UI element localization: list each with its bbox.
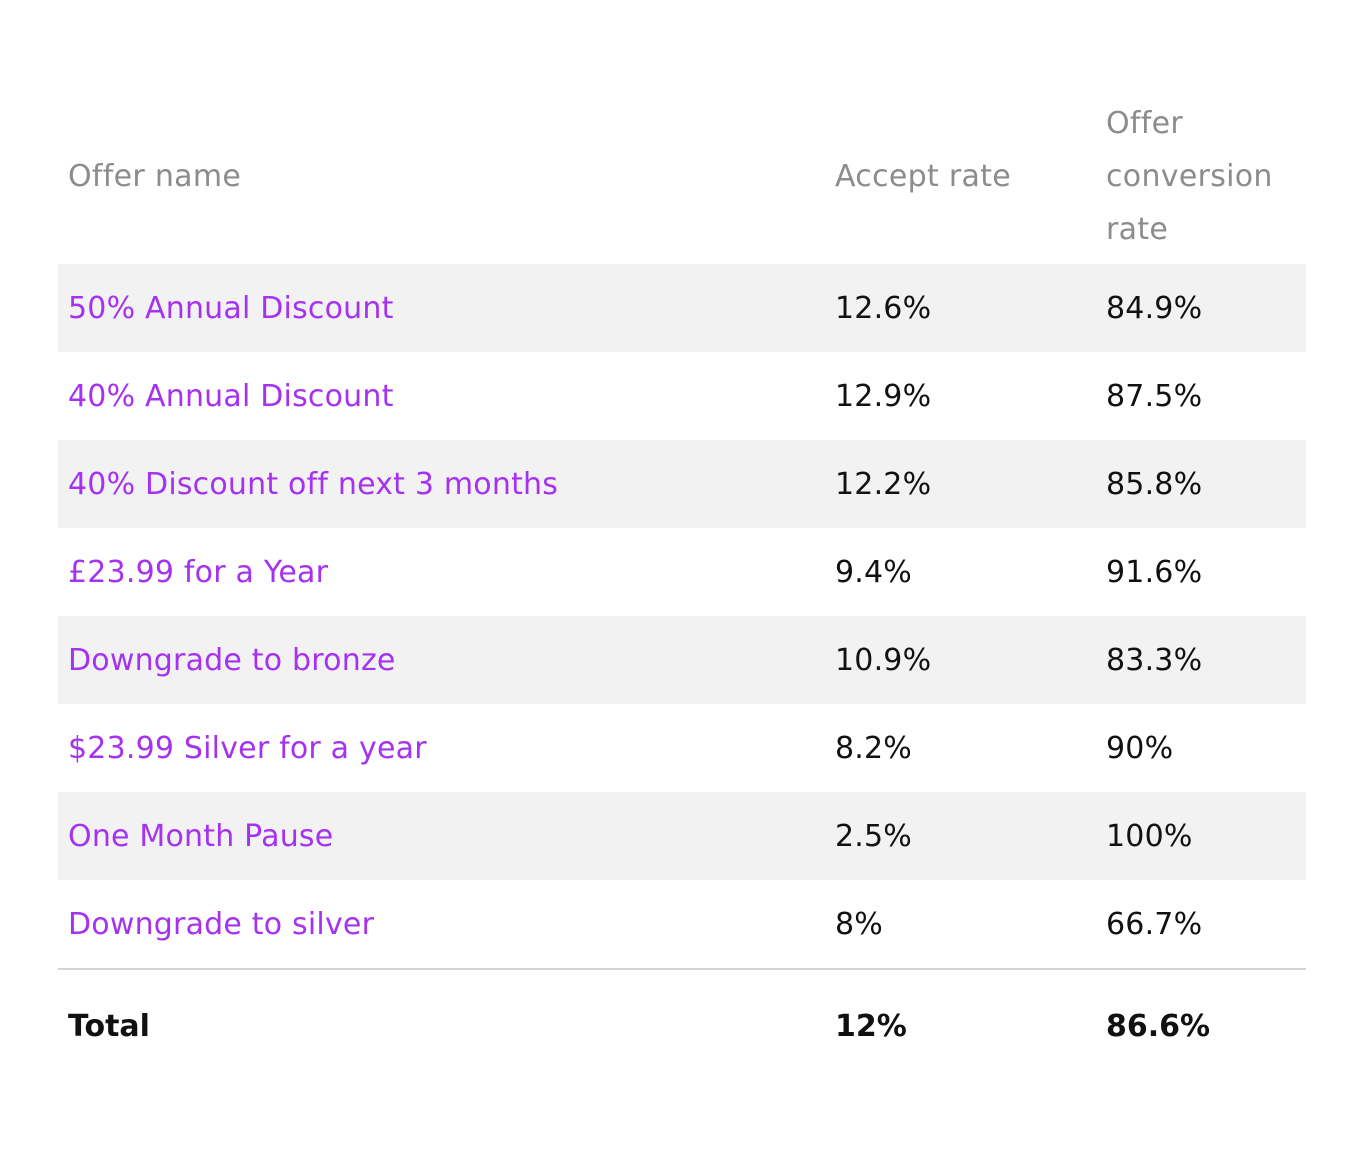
accept-rate-value: 8%: [835, 906, 883, 942]
offer-link[interactable]: $23.99 Silver for a year: [68, 730, 427, 766]
offer-link[interactable]: Downgrade to bronze: [68, 642, 396, 678]
offer-link[interactable]: 50% Annual Discount: [68, 290, 394, 326]
table-row: 40% Annual Discount 12.9% 87.5%: [58, 352, 1306, 440]
total-label: Total: [68, 1008, 150, 1044]
conversion-rate-value: 100%: [1106, 818, 1193, 854]
accept-rate-value: 12.9%: [835, 378, 932, 414]
conversion-rate-value: 91.6%: [1106, 554, 1203, 590]
header-offer-name: Offer name: [68, 158, 242, 194]
offer-link[interactable]: 40% Discount off next 3 months: [68, 466, 559, 502]
conversion-rate-value: 83.3%: [1106, 642, 1203, 678]
table-row: $23.99 Silver for a year 8.2% 90%: [58, 704, 1306, 792]
header-conversion-line: Offer: [1106, 105, 1184, 141]
table-row: Downgrade to silver 8% 66.7%: [58, 880, 1306, 968]
header-conversion-line: conversion: [1106, 158, 1273, 194]
offer-link[interactable]: £23.99 for a Year: [68, 554, 329, 590]
total-conversion-rate: 86.6%: [1106, 1008, 1211, 1044]
header-conversion-line: rate: [1106, 211, 1169, 247]
offer-link[interactable]: Downgrade to silver: [68, 906, 375, 942]
offer-link[interactable]: One Month Pause: [68, 818, 334, 854]
conversion-rate-value: 90%: [1106, 730, 1174, 766]
total-row: Total 12% 86.6%: [58, 970, 1306, 1082]
header-offer-conversion-rate: Offer conversion rate: [1096, 97, 1306, 256]
table-row: 40% Discount off next 3 months 12.2% 85.…: [58, 440, 1306, 528]
accept-rate-value: 2.5%: [835, 818, 913, 854]
accept-rate-value: 9.4%: [835, 554, 913, 590]
accept-rate-value: 12.2%: [835, 466, 932, 502]
offer-link[interactable]: 40% Annual Discount: [68, 378, 394, 414]
offers-table: Offer name Accept rate Offer conversion …: [58, 88, 1306, 1082]
table-row: Downgrade to bronze 10.9% 83.3%: [58, 616, 1306, 704]
table-header: Offer name Accept rate Offer conversion …: [58, 88, 1306, 264]
table-row: 50% Annual Discount 12.6% 84.9%: [58, 264, 1306, 352]
conversion-rate-value: 87.5%: [1106, 378, 1203, 414]
header-accept-rate: Accept rate: [835, 158, 1012, 194]
conversion-rate-value: 85.8%: [1106, 466, 1203, 502]
conversion-rate-value: 84.9%: [1106, 290, 1203, 326]
accept-rate-value: 10.9%: [835, 642, 932, 678]
total-divider: [58, 968, 1306, 970]
accept-rate-value: 12.6%: [835, 290, 932, 326]
table-row: One Month Pause 2.5% 100%: [58, 792, 1306, 880]
table-row: £23.99 for a Year 9.4% 91.6%: [58, 528, 1306, 616]
total-accept-rate: 12%: [835, 1008, 907, 1044]
accept-rate-value: 8.2%: [835, 730, 913, 766]
conversion-rate-value: 66.7%: [1106, 906, 1203, 942]
